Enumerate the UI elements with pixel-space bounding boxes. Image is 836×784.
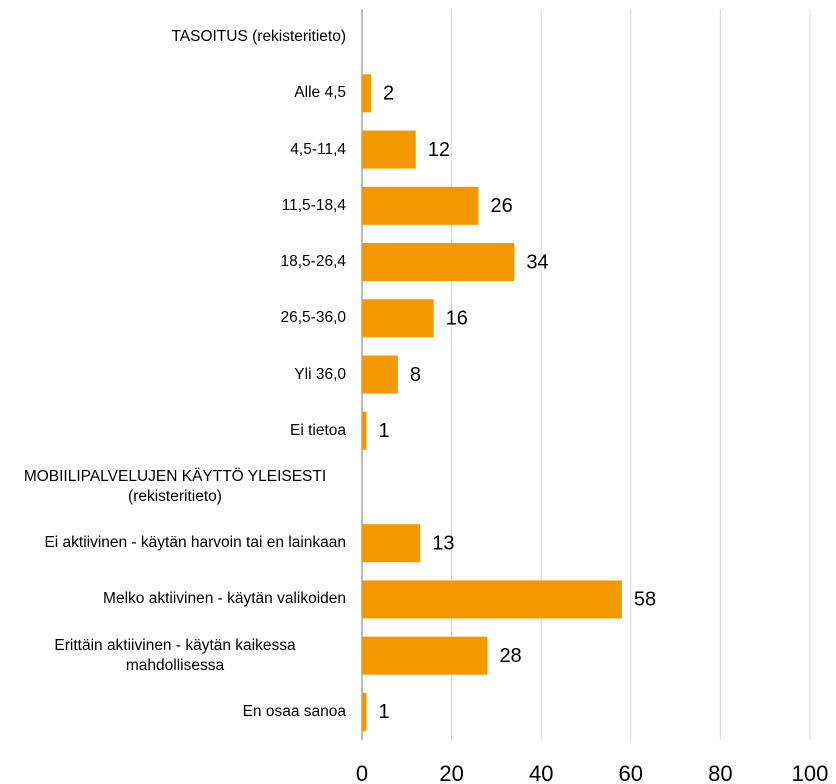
x-tick-label: 100 (792, 761, 829, 784)
category-label: Ei aktiivinen - käytän harvoin tai en la… (4, 513, 346, 573)
value-label: 16 (446, 308, 468, 330)
category-label: Alle 4,5 (4, 63, 346, 123)
category-text: 18,5-26,4 (280, 253, 347, 271)
x-tick-label: 40 (529, 761, 553, 784)
bar (362, 130, 416, 169)
bar (362, 636, 488, 675)
category-label: Ei tietoa (4, 401, 346, 461)
category-text: 26,5-36,0 (280, 309, 347, 327)
bar (362, 524, 421, 563)
x-tick-label: 60 (619, 761, 643, 784)
value-label: 12 (428, 139, 450, 161)
value-label: 8 (410, 364, 421, 386)
value-label: 1 (378, 701, 389, 723)
value-label: 1 (378, 420, 389, 442)
category-text: TASOITUS (rekisteritieto) (171, 28, 346, 46)
bar (362, 299, 434, 338)
bar (362, 355, 398, 394)
category-text: 4,5-11,4 (290, 140, 346, 158)
category-label: Yli 36,0 (4, 345, 346, 405)
category-text: MOBIILIPALVELUJEN KÄYTTÖ YLEISESTI (reki… (23, 467, 327, 505)
category-label: 18,5-26,4 (4, 232, 347, 292)
x-tick-label: 20 (439, 761, 463, 784)
category-text: En osaa sanoa (242, 702, 346, 720)
bar (362, 692, 367, 731)
x-tick-label: 0 (356, 761, 368, 784)
bar (362, 411, 367, 450)
bar (362, 580, 622, 619)
value-label: 34 (526, 251, 548, 273)
value-label: 58 (634, 589, 656, 611)
value-label: 28 (499, 645, 521, 667)
category-label: En osaa sanoa (4, 682, 346, 742)
category-text: Yli 36,0 (294, 365, 346, 383)
value-label: 2 (383, 83, 394, 105)
category-label: 4,5-11,4 (4, 120, 346, 180)
bar (362, 243, 515, 282)
category-text: Ei aktiivinen - käytän harvoin tai en la… (44, 534, 346, 552)
category-label: MOBIILIPALVELUJEN KÄYTTÖ YLEISESTI (reki… (4, 457, 346, 517)
category-label: 26,5-36,0 (4, 288, 347, 348)
category-text: Alle 4,5 (294, 84, 346, 102)
category-label: 11,5-18,4 (4, 176, 346, 236)
category-text: Ei tietoa (289, 421, 346, 439)
category-label: Erittäin aktiivinen - käytän kaikessa ma… (4, 626, 346, 686)
category-label: Melko aktiivinen - käytän valikoiden (4, 569, 346, 629)
x-tick-label: 80 (708, 761, 732, 784)
category-text: Erittäin aktiivinen - käytän kaikessa ma… (54, 636, 296, 674)
category-text: 11,5-18,4 (281, 196, 346, 214)
category-text: Melko aktiivinen - käytän valikoiden (103, 590, 346, 608)
category-label: TASOITUS (rekisteritieto) (4, 7, 346, 67)
bar (362, 186, 479, 225)
value-label: 26 (490, 195, 512, 217)
bar (362, 74, 371, 113)
value-label: 13 (432, 532, 454, 554)
